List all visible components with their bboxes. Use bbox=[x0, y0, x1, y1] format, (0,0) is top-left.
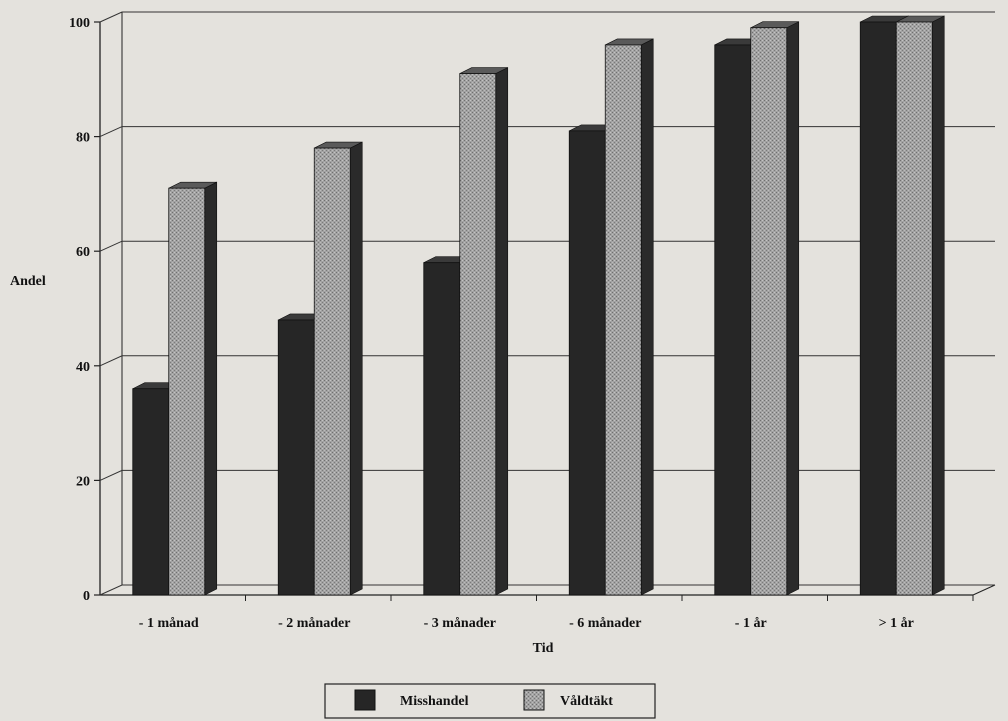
y-tick-label: 80 bbox=[76, 131, 90, 146]
bar-front bbox=[895, 21, 933, 596]
bar-side bbox=[640, 38, 654, 596]
gridline bbox=[99, 11, 995, 23]
floor-edge bbox=[972, 584, 996, 596]
y-axis-title: Andel bbox=[10, 274, 46, 289]
bar-front bbox=[714, 44, 752, 596]
bar bbox=[168, 181, 218, 596]
bar-front bbox=[277, 319, 315, 596]
bar-front bbox=[750, 27, 788, 596]
y-tick-label: 60 bbox=[76, 245, 90, 260]
legend-label-misshandel: Misshandel bbox=[400, 694, 469, 709]
bar-side bbox=[786, 21, 800, 596]
legend-swatch-misshandel bbox=[354, 689, 376, 711]
y-axis-ticks: 0 20 40 60 80 100 bbox=[69, 16, 100, 604]
bar-front bbox=[859, 21, 897, 596]
legend-box bbox=[324, 683, 656, 719]
bar-side bbox=[495, 67, 509, 596]
gridline bbox=[99, 240, 995, 252]
x-tick-label: - 6 månader bbox=[569, 616, 641, 631]
x-axis-ticks: - 1 månad - 2 månader - 3 månader - 6 månad… bbox=[139, 595, 974, 631]
x-tick-label: - 3 månader bbox=[424, 616, 496, 631]
legend: Misshandel Våldtäkt bbox=[324, 683, 656, 719]
bars bbox=[132, 15, 945, 596]
bar-front bbox=[132, 388, 170, 596]
bar bbox=[459, 67, 509, 596]
x-tick-label: > 1 år bbox=[879, 616, 914, 631]
bar-front bbox=[568, 130, 606, 596]
x-tick-label: - 2 månader bbox=[278, 616, 350, 631]
bar bbox=[604, 38, 654, 596]
gridline bbox=[99, 584, 995, 596]
gridline bbox=[99, 355, 995, 367]
y-tick-label: 40 bbox=[76, 360, 90, 375]
gridline bbox=[99, 469, 995, 481]
y-tick-label: 100 bbox=[69, 16, 90, 31]
legend-label-valdtakt: Våldtäkt bbox=[560, 694, 613, 709]
legend-swatch-valdtakt bbox=[523, 689, 545, 711]
bar bbox=[895, 15, 945, 596]
x-tick-label: - 1 år bbox=[735, 616, 767, 631]
bar bbox=[750, 21, 800, 596]
bar-side bbox=[931, 15, 945, 596]
bar-front bbox=[313, 147, 351, 596]
bar-front bbox=[604, 44, 642, 596]
bar-side bbox=[349, 141, 363, 596]
bar-front bbox=[459, 73, 497, 596]
bar-side bbox=[204, 181, 218, 596]
x-axis-title: Tid bbox=[533, 641, 554, 656]
bar bbox=[313, 141, 363, 596]
gridlines bbox=[99, 11, 995, 596]
bar-front bbox=[168, 187, 206, 596]
bar-front bbox=[423, 262, 461, 596]
y-tick-label: 0 bbox=[83, 589, 90, 604]
x-tick-label: - 1 månad bbox=[139, 616, 199, 631]
gridline bbox=[99, 126, 995, 138]
y-tick-label: 20 bbox=[76, 474, 90, 489]
